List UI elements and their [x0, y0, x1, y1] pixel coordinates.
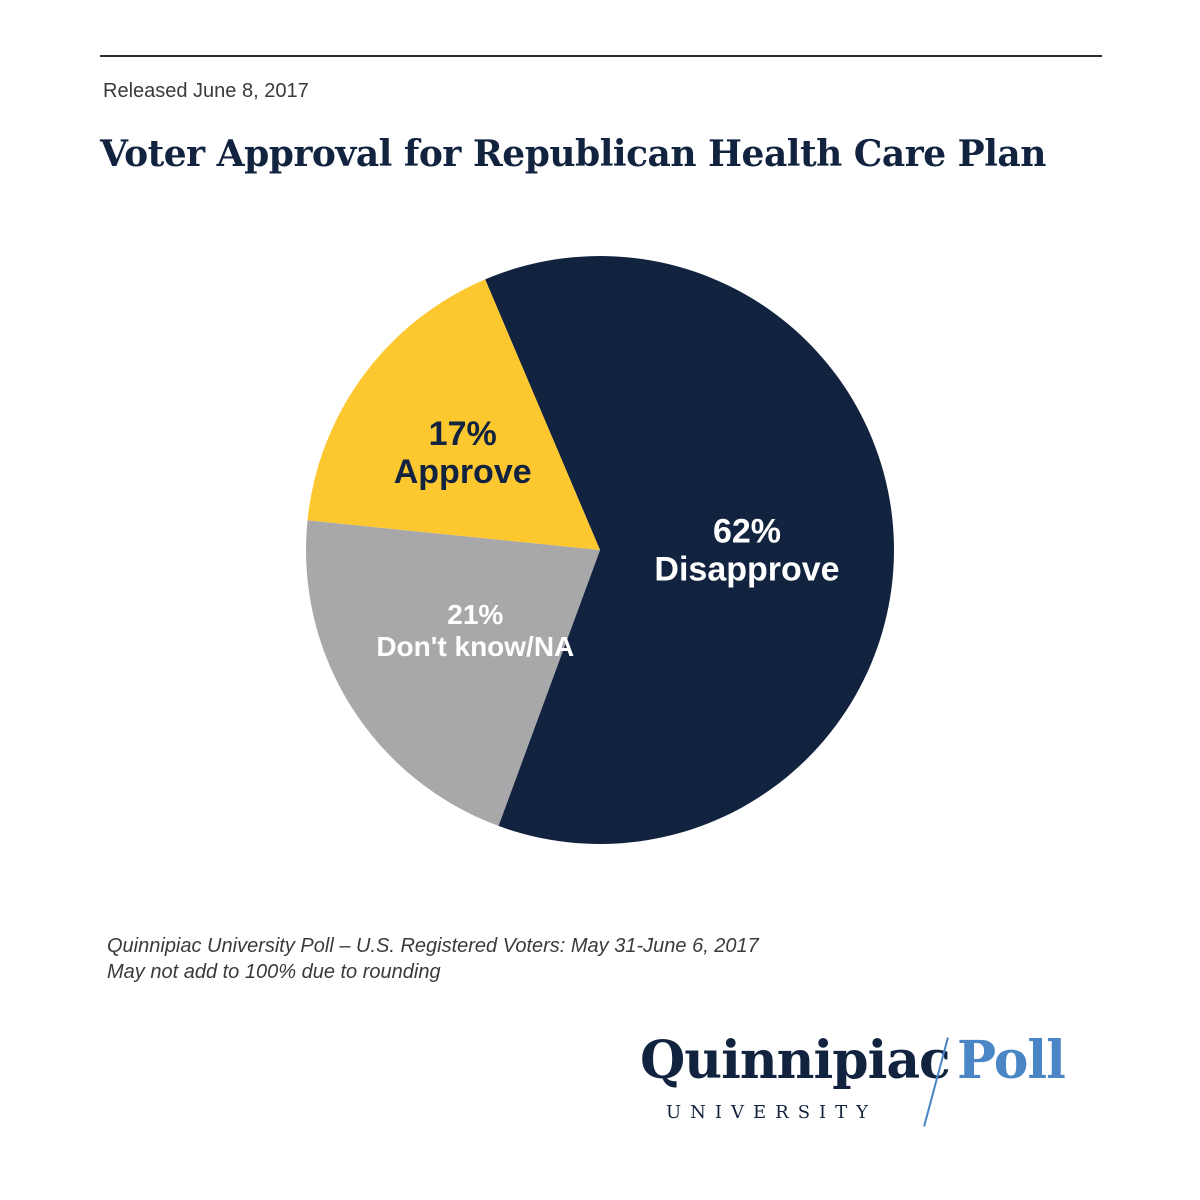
chart-title: Voter Approval for Republican Health Car… [100, 133, 1046, 175]
slice-name-disapprove: Disapprove [654, 550, 839, 588]
top-rule [100, 55, 1102, 57]
slice-value-disapprove: 62% [713, 512, 781, 550]
slice-label-dontknow: 21% Don't know/NA [376, 599, 574, 662]
pie-slice-disapprove [485, 256, 894, 845]
slice-label-approve: 17% Approve [394, 415, 532, 491]
pie-slice-dontknow [306, 520, 600, 826]
logo-wordmark: Quinnipiac [640, 1030, 951, 1091]
slice-value-approve: 17% [429, 415, 497, 453]
logo-subtitle: UNIVERSITY [666, 1102, 878, 1123]
logo-poll: Poll [957, 1030, 1066, 1091]
slice-name-dontknow: Don't know/NA [376, 631, 574, 662]
slice-value-dontknow: 21% [447, 599, 503, 630]
slice-label-disapprove: 62% Disapprove [654, 512, 839, 588]
slice-name-approve: Approve [394, 453, 532, 491]
quinnipiac-poll-logo: Quinnipiac UNIVERSITY Poll [640, 1030, 1110, 1130]
pie-slice-approve [307, 279, 600, 550]
release-date: Released June 8, 2017 [103, 80, 309, 102]
source-footnote: Quinnipiac University Poll – U.S. Regist… [107, 935, 759, 957]
rounding-footnote: May not add to 100% due to rounding [107, 961, 441, 983]
